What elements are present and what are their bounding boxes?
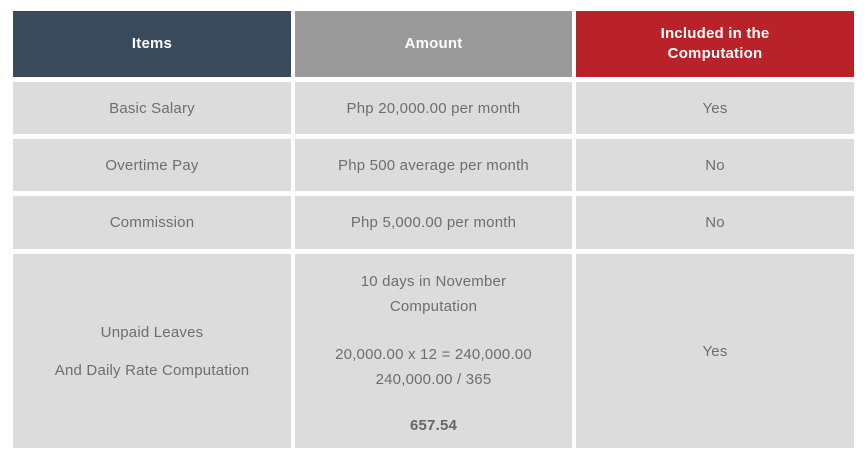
cell-overtime-pay-item: Overtime Pay (13, 139, 291, 191)
header-cell-amount: Amount (295, 11, 572, 77)
cell-unpaid-leaves-amount: 10 days in November Computation 20,000.0… (295, 254, 572, 448)
basic-salary-item-label: Basic Salary (109, 99, 195, 117)
overtime-pay-included-value: No (705, 156, 725, 174)
header-items-label: Items (131, 35, 173, 52)
unpaid-leaves-amount-calc-line2: 240,000.00 / 365 (375, 370, 492, 388)
overtime-pay-amount-value: Php 500 average per month (338, 156, 529, 174)
unpaid-leaves-amount-calc-line1: 20,000.00 x 12 = 240,000.00 (335, 345, 532, 363)
header-amount-label: Amount (404, 35, 463, 52)
unpaid-leaves-amount-note: 10 days in November Computation (361, 269, 507, 319)
salary-computation-table: Items Amount Included in the Computation… (13, 11, 854, 448)
cell-unpaid-leaves-item: Unpaid Leaves And Daily Rate Computation (13, 254, 291, 448)
unpaid-leaves-amount-result: 657.54 (409, 416, 458, 434)
cell-unpaid-leaves-included: Yes (576, 254, 854, 448)
basic-salary-amount-value: Php 20,000.00 per month (346, 99, 521, 117)
unpaid-leaves-item-line2: And Daily Rate Computation (54, 361, 250, 379)
header-cell-included: Included in the Computation (576, 11, 854, 77)
cell-commission-amount: Php 5,000.00 per month (295, 196, 572, 249)
commission-item-label: Commission (109, 214, 195, 231)
unpaid-leaves-amount-calc: 20,000.00 x 12 = 240,000.00 240,000.00 /… (335, 342, 532, 392)
header-included-label-line2: Computation (667, 45, 763, 62)
unpaid-leaves-amount-note-line1: 10 days in November (360, 272, 507, 290)
commission-included-value: No (705, 214, 725, 231)
unpaid-leaves-item-line1: Unpaid Leaves (100, 323, 204, 341)
overtime-pay-item-label: Overtime Pay (105, 156, 199, 174)
cell-basic-salary-included: Yes (576, 82, 854, 134)
cell-commission-included: No (576, 196, 854, 249)
cell-overtime-pay-amount: Php 500 average per month (295, 139, 572, 191)
cell-basic-salary-amount: Php 20,000.00 per month (295, 82, 572, 134)
basic-salary-included-value: Yes (702, 99, 728, 117)
cell-basic-salary-item: Basic Salary (13, 82, 291, 134)
cell-commission-item: Commission (13, 196, 291, 249)
unpaid-leaves-amount-note-line2: Computation (389, 297, 478, 315)
cell-overtime-pay-included: No (576, 139, 854, 191)
header-included-label-line1: Included in the (660, 25, 770, 42)
commission-amount-value: Php 5,000.00 per month (350, 214, 517, 231)
header-cell-items: Items (13, 11, 291, 77)
unpaid-leaves-included-value: Yes (702, 342, 728, 360)
